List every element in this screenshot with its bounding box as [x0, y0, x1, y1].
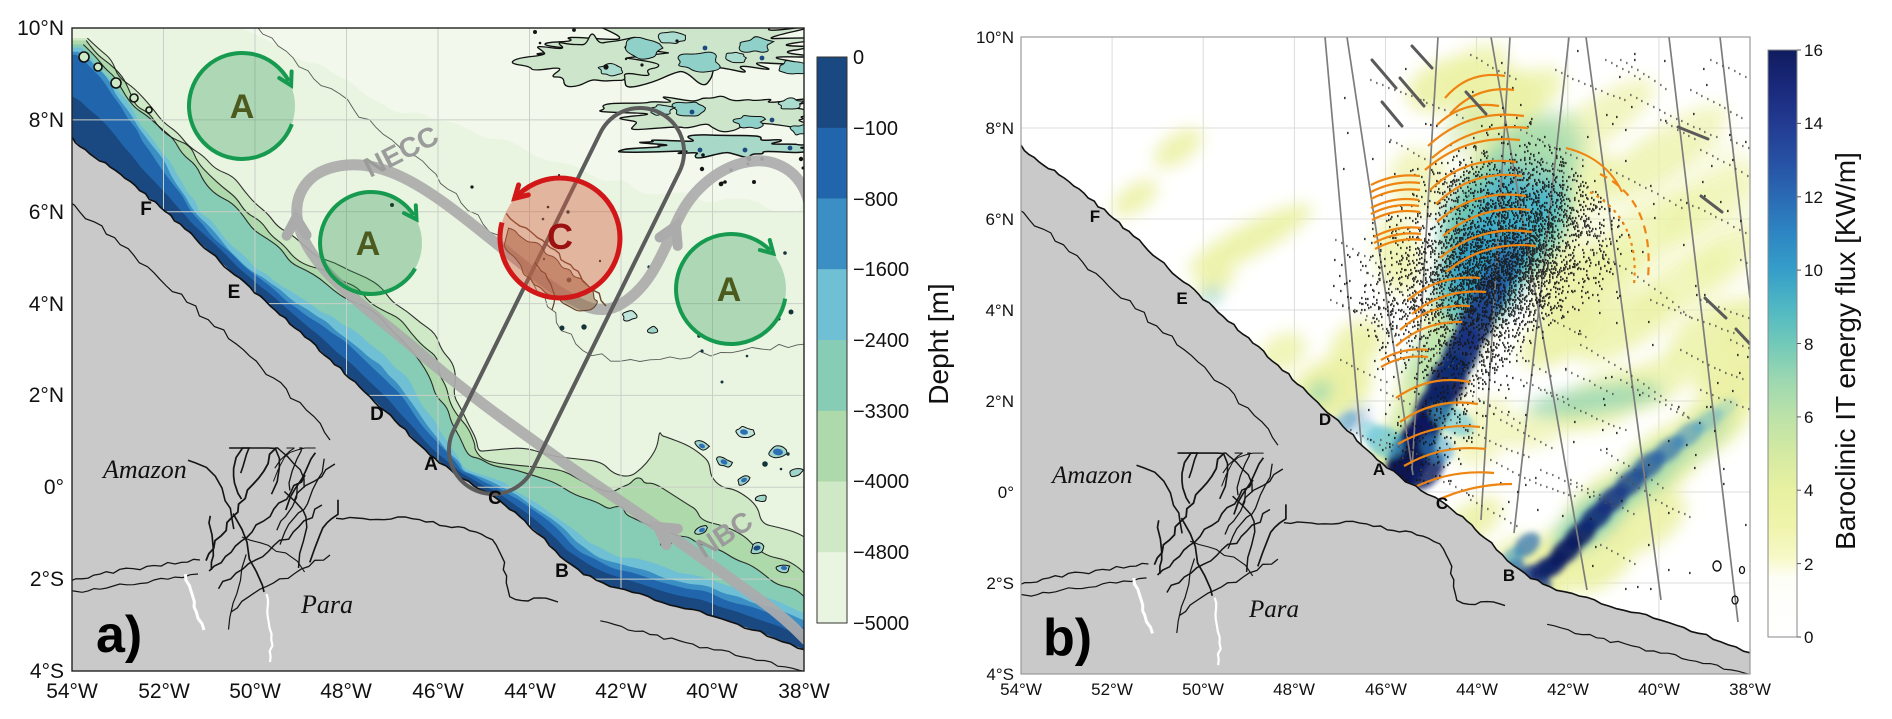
svg-text:C: C	[488, 488, 502, 509]
svg-text:54°W: 54°W	[46, 680, 98, 703]
svg-text:4°N: 4°N	[29, 293, 64, 316]
svg-text:0: 0	[853, 47, 864, 69]
svg-text:44°W: 44°W	[1456, 680, 1498, 699]
svg-text:48°W: 48°W	[320, 680, 372, 703]
svg-text:44°W: 44°W	[504, 680, 556, 703]
svg-text:2°N: 2°N	[29, 384, 64, 407]
svg-text:42°W: 42°W	[1547, 680, 1589, 699]
svg-text:−800: −800	[853, 189, 898, 211]
svg-text:8°N: 8°N	[985, 119, 1014, 138]
svg-text:−5000: −5000	[853, 613, 909, 635]
svg-text:14: 14	[1804, 114, 1823, 133]
svg-text:2°S: 2°S	[30, 568, 64, 591]
svg-text:−4800: −4800	[853, 542, 909, 564]
svg-text:F: F	[1090, 207, 1100, 226]
svg-text:8: 8	[1804, 335, 1813, 354]
svg-text:40°W: 40°W	[1638, 680, 1680, 699]
svg-text:A: A	[717, 271, 742, 309]
svg-text:42°W: 42°W	[595, 680, 647, 703]
svg-text:0°: 0°	[998, 483, 1014, 502]
svg-text:2°N: 2°N	[985, 392, 1014, 411]
svg-text:50°W: 50°W	[229, 680, 281, 703]
svg-text:Baroclinic IT energy flux [KW/: Baroclinic IT energy flux [KW/m]	[1830, 152, 1861, 550]
svg-text:A: A	[424, 454, 438, 475]
svg-text:38°W: 38°W	[1729, 680, 1771, 699]
svg-text:b): b)	[1043, 609, 1092, 667]
svg-text:2°S: 2°S	[986, 574, 1014, 593]
svg-text:12: 12	[1804, 188, 1823, 207]
svg-text:6°N: 6°N	[29, 201, 64, 224]
svg-text:D: D	[370, 404, 384, 425]
svg-text:38°W: 38°W	[778, 680, 830, 703]
svg-text:16: 16	[1804, 41, 1823, 60]
svg-text:46°W: 46°W	[1365, 680, 1407, 699]
svg-text:D: D	[1319, 410, 1331, 429]
svg-text:a): a)	[96, 606, 142, 664]
svg-text:52°W: 52°W	[138, 680, 190, 703]
svg-text:−3300: −3300	[853, 401, 909, 423]
svg-text:B: B	[555, 561, 569, 582]
svg-text:4: 4	[1804, 481, 1813, 500]
svg-text:2: 2	[1804, 555, 1813, 574]
svg-text:C: C	[1436, 494, 1448, 513]
svg-text:Para: Para	[300, 590, 353, 619]
svg-text:46°W: 46°W	[412, 680, 464, 703]
svg-text:52°W: 52°W	[1091, 680, 1133, 699]
svg-text:6: 6	[1804, 408, 1813, 427]
svg-text:B: B	[1503, 566, 1515, 585]
svg-text:A: A	[1373, 460, 1385, 479]
svg-text:10°N: 10°N	[976, 28, 1014, 47]
svg-text:Para: Para	[1248, 596, 1299, 623]
svg-text:Depht [m]: Depht [m]	[923, 283, 954, 404]
svg-text:4°S: 4°S	[986, 665, 1014, 684]
svg-text:10: 10	[1804, 261, 1823, 280]
svg-text:E: E	[1176, 289, 1187, 308]
svg-text:−2400: −2400	[853, 330, 909, 352]
svg-text:−4000: −4000	[853, 471, 909, 493]
svg-text:Amazon: Amazon	[1050, 462, 1133, 489]
svg-text:40°W: 40°W	[686, 680, 738, 703]
svg-text:4°N: 4°N	[985, 301, 1014, 320]
svg-text:10°N: 10°N	[17, 17, 64, 40]
svg-text:4°S: 4°S	[30, 660, 64, 683]
svg-text:E: E	[228, 282, 241, 303]
svg-text:54°W: 54°W	[1000, 680, 1042, 699]
svg-text:−1600: −1600	[853, 259, 909, 281]
svg-text:8°N: 8°N	[29, 109, 64, 132]
svg-text:A: A	[230, 88, 255, 126]
svg-text:C: C	[547, 216, 573, 257]
svg-text:Amazon: Amazon	[101, 455, 187, 484]
svg-text:48°W: 48°W	[1273, 680, 1315, 699]
svg-text:F: F	[140, 199, 152, 220]
svg-text:0: 0	[1804, 628, 1813, 647]
svg-text:50°W: 50°W	[1182, 680, 1224, 699]
svg-text:−100: −100	[853, 118, 898, 140]
svg-text:A: A	[356, 225, 381, 263]
svg-text:0°: 0°	[44, 476, 64, 499]
svg-text:6°N: 6°N	[985, 210, 1014, 229]
